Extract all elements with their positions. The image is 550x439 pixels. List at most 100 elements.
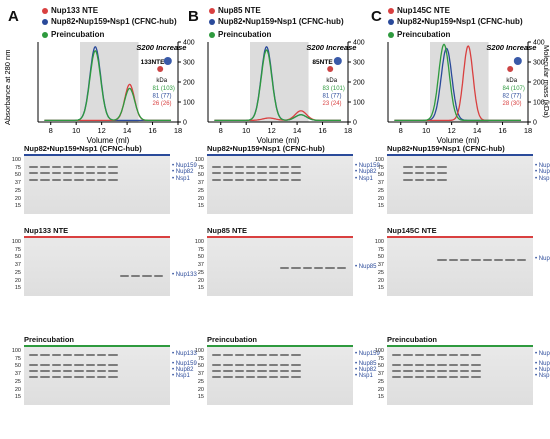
- mw-marker-label: 20: [197, 195, 204, 202]
- gel-band: [426, 376, 436, 378]
- y-tick-label-right: 200: [183, 80, 195, 87]
- gel-band: [437, 370, 447, 372]
- mw-marker-label: 15: [197, 394, 204, 401]
- gel-band: [40, 376, 50, 378]
- y-tick-label-right: 300: [353, 60, 365, 67]
- gel-band: [437, 179, 447, 181]
- gel-band: [51, 179, 61, 181]
- x-tick-label: 14: [123, 126, 131, 135]
- gel-band: [403, 166, 413, 168]
- gel-band: [234, 370, 244, 372]
- gel-band: [29, 172, 39, 174]
- mw-marker-label: 25: [377, 187, 384, 194]
- mw-marker-label: 75: [377, 246, 384, 253]
- gel-colorbar: [207, 154, 353, 156]
- gel-band: [74, 172, 84, 174]
- gel-title: Nup82•Nup159•Nsp1 (CFNC-hub): [207, 144, 325, 153]
- mw-marker-label: 100: [374, 157, 384, 163]
- mw-marker-label: 15: [377, 203, 384, 210]
- mw-marker-label: 50: [197, 254, 204, 261]
- protein-marker-label: • Nup82: [535, 367, 550, 373]
- gel-band: [494, 259, 504, 261]
- panel-b: B Nup85 NTE Nup82•Nup159•Nsp1 (CFNC-hub)…: [183, 0, 366, 439]
- panel-letter: B: [188, 8, 199, 25]
- gel-band: [471, 376, 481, 378]
- gel-band: [223, 354, 233, 356]
- kda-value-green: 84 (107): [503, 86, 525, 92]
- gel-band: [414, 166, 424, 168]
- gel-band: [257, 179, 267, 181]
- gel-colorbar: [24, 345, 170, 347]
- y-tick-label-right: 400: [183, 40, 195, 47]
- legend-green: Preincubation: [42, 30, 104, 40]
- legend-label: Nup82•Nup159•Nsp1 (CFNC-hub): [218, 17, 344, 26]
- x-tick-label: 18: [344, 126, 352, 135]
- gel-band: [85, 364, 95, 366]
- gel-band: [268, 172, 278, 174]
- gel-band: [234, 172, 244, 174]
- legend-red: Nup133 NTE: [42, 6, 98, 16]
- gel-band: [74, 166, 84, 168]
- gel-title: Nup82•Nup159•Nsp1 (CFNC-hub): [387, 144, 505, 153]
- gel-band: [314, 267, 324, 269]
- panel-letter: A: [8, 8, 19, 25]
- gel-band: [471, 364, 481, 366]
- gel-band: [108, 370, 118, 372]
- protein-marker-label: • Nup159: [172, 361, 197, 367]
- protein-marker-label: • Nsp1: [355, 176, 373, 182]
- gel-band: [280, 376, 290, 378]
- gel-band: [63, 364, 73, 366]
- gel-band: [40, 354, 50, 356]
- gel-band: [414, 172, 424, 174]
- x-tick-label: 8: [49, 126, 53, 135]
- gel-band: [108, 166, 118, 168]
- nte-cartoon-icon: [507, 66, 514, 72]
- gel-band: [212, 179, 222, 181]
- protein-marker-label: • Nup145C: [535, 256, 550, 262]
- mw-marker-label: 100: [374, 348, 384, 354]
- complex-cartoon-icon: [513, 57, 522, 65]
- series-line-green: [394, 43, 521, 122]
- gel-band: [29, 166, 39, 168]
- x-tick-label: 16: [148, 126, 156, 135]
- gel-band: [63, 166, 73, 168]
- mw-marker-label: 25: [14, 187, 21, 194]
- mw-marker-label: 20: [377, 195, 384, 202]
- protein-marker-label: • Nup82: [172, 367, 194, 373]
- gel-band: [448, 354, 458, 356]
- protein-marker-label: • Nup82: [355, 367, 377, 373]
- gel-band: [63, 376, 73, 378]
- gel-band: [460, 370, 470, 372]
- kda-value-red: 28 (30): [503, 101, 522, 107]
- kda-label: kDa: [506, 78, 517, 84]
- gel-band: [131, 275, 141, 277]
- gel-band: [223, 370, 233, 372]
- gel-image: [387, 156, 533, 214]
- gel-band: [74, 370, 84, 372]
- mw-marker-label: 50: [14, 363, 21, 370]
- kda-value-blue: 81 (77): [323, 94, 342, 100]
- protein-marker-label: • Nup82: [355, 169, 377, 175]
- mw-marker-label: 100: [11, 239, 21, 245]
- x-tick-label: 18: [174, 126, 182, 135]
- gel-colorbar: [387, 236, 533, 238]
- gel-band: [448, 259, 458, 261]
- legend-blue: Nup82•Nup159•Nsp1 (CFNC-hub): [209, 17, 344, 27]
- mw-marker-label: 20: [14, 277, 21, 284]
- gel-band: [29, 370, 39, 372]
- shaded-elution-region: [250, 42, 309, 122]
- legend-dot-red: [42, 7, 48, 14]
- gel-image: [207, 156, 353, 214]
- gel-band: [97, 376, 107, 378]
- y-axis-title-right: Molecular mass (kDa): [542, 45, 550, 118]
- gel-band: [85, 376, 95, 378]
- mw-marker-label: 75: [197, 355, 204, 362]
- series-line-green: [44, 49, 171, 122]
- gel-band: [426, 364, 436, 366]
- gel-band: [234, 166, 244, 168]
- mw-marker-label: 37: [14, 180, 21, 187]
- callout-label: 133NTE: [141, 59, 166, 66]
- gel-band: [97, 179, 107, 181]
- gel-band: [268, 179, 278, 181]
- gel-band: [40, 172, 50, 174]
